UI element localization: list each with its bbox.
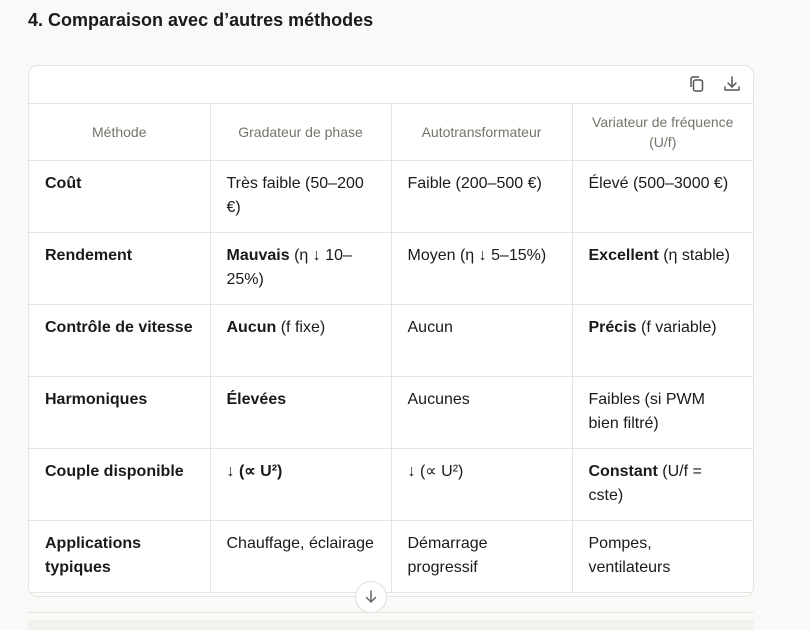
table-cell: Élevé (500–3000 €) — [572, 160, 753, 233]
row-label: Applications typiques — [29, 520, 211, 593]
text: ↓ (∝ U²) — [407, 463, 464, 480]
table-row: Applications typiques Chauffage, éclairag… — [29, 520, 753, 593]
bold-text: Excellent — [588, 247, 659, 264]
section-heading: 4. Comparaison avec d’autres méthodes — [28, 10, 374, 30]
row-label: Rendement — [29, 232, 211, 305]
column-header: Variateur de fréquence (U/f) — [572, 104, 753, 161]
bold-text: Aucun — [226, 319, 277, 336]
column-header: Autotransformateur — [391, 104, 573, 161]
table-toolbar — [29, 66, 753, 104]
table-cell: Constant (U/f = cste) — [572, 448, 753, 521]
table-row: Coût Très faible (50–200 €) Faible (200–50… — [29, 160, 753, 233]
text: Très faible (50–200 €) — [226, 175, 364, 216]
copy-icon[interactable] — [687, 74, 707, 94]
text: (U/f = cste) — [588, 463, 702, 504]
table-card: Méthode Gradateur de phase Autotransformat… — [28, 65, 754, 597]
download-icon[interactable] — [722, 74, 742, 94]
text: Faibles (si PWM bien filtré) — [588, 391, 705, 432]
text: (η ↓ 10–25%) — [226, 247, 352, 288]
text: Démarrage progressif — [407, 535, 488, 576]
table-cell: Aucun (f fixe) — [210, 304, 392, 377]
table-cell: Précis (f variable) — [572, 304, 753, 377]
row-label: Contrôle de vitesse — [29, 304, 211, 377]
column-header: Gradateur de phase — [210, 104, 392, 161]
text: Chauffage, éclairage — [226, 535, 374, 552]
text: Élevé (500–3000 €) — [588, 175, 729, 192]
bold-text: Mauvais — [226, 247, 290, 264]
table-cell: Excellent (η stable) — [572, 232, 753, 305]
table-row: Rendement Mauvais (η ↓ 10–25%) Moyen (η ↓ … — [29, 232, 753, 305]
scroll-down-button[interactable] — [355, 581, 387, 613]
column-header: Méthode — [29, 104, 211, 161]
text: Pompes, ventilateurs — [588, 535, 671, 576]
bold-text: ↓ (∝ U²) — [226, 463, 283, 480]
table-cell: Très faible (50–200 €) — [210, 160, 392, 233]
comparison-table: Méthode Gradateur de phase Autotransformat… — [29, 104, 753, 593]
text: Aucunes — [407, 391, 470, 408]
row-label: Coût — [29, 160, 211, 233]
row-label: Couple disponible — [29, 448, 211, 521]
text: (f fixe) — [276, 319, 326, 336]
table-cell: Mauvais (η ↓ 10–25%) — [210, 232, 392, 305]
bold-text: Précis — [588, 319, 637, 336]
table-cell: Chauffage, éclairage — [210, 520, 392, 593]
table-row: Contrôle de vitesse Aucun (f fixe) Aucun Pr… — [29, 304, 753, 377]
text: Faible (200–500 €) — [407, 175, 542, 192]
table-cell: Moyen (η ↓ 5–15%) — [391, 232, 573, 305]
table-cell: Faible (200–500 €) — [391, 160, 573, 233]
table-cell: Pompes, ventilateurs — [572, 520, 753, 593]
table-cell: Démarrage progressif — [391, 520, 573, 593]
table-row: Couple disponible ↓ (∝ U²) ↓ (∝ U²) Constan… — [29, 448, 753, 521]
divider — [28, 612, 754, 613]
bold-text: Constant — [588, 463, 658, 480]
text: (f variable) — [636, 319, 717, 336]
text: Moyen (η ↓ 5–15%) — [407, 247, 547, 264]
table-cell: Aucun — [391, 304, 573, 377]
table-cell: Aucunes — [391, 376, 573, 449]
next-content — [28, 620, 754, 630]
text: Aucun — [407, 319, 453, 336]
arrow-down-icon — [365, 590, 377, 604]
table-cell: ↓ (∝ U²) — [210, 448, 392, 521]
text: (η stable) — [658, 247, 730, 264]
bold-text: Élevées — [226, 391, 287, 408]
table-row: Harmoniques Élevées Aucunes Faibles (si PWM… — [29, 376, 753, 449]
table-cell: Faibles (si PWM bien filtré) — [572, 376, 753, 449]
row-label: Harmoniques — [29, 376, 211, 449]
table-cell: Élevées — [210, 376, 392, 449]
table-cell: ↓ (∝ U²) — [391, 448, 573, 521]
